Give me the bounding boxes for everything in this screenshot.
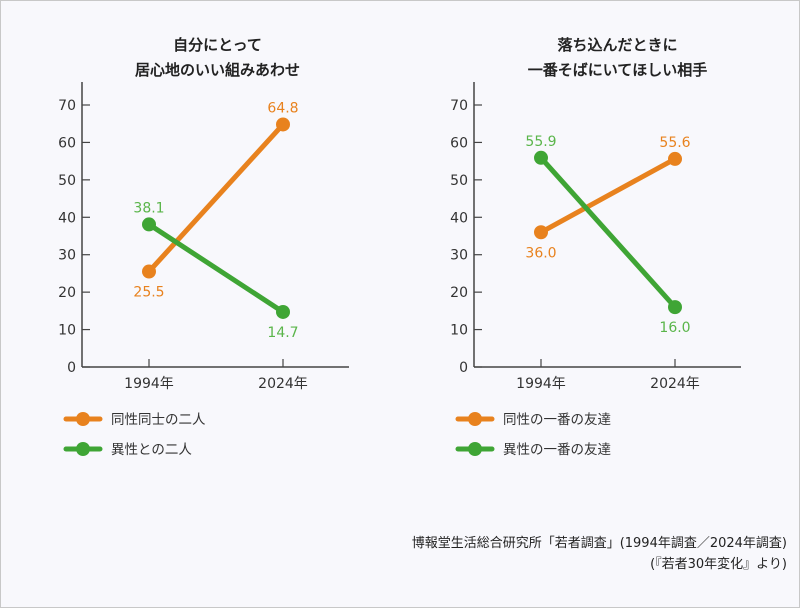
- legend-marker-green: [76, 442, 90, 456]
- data-point-orange: [276, 117, 290, 132]
- series-line-green: [146, 221, 286, 315]
- data-point-green: [276, 304, 290, 319]
- series-line-green: [538, 155, 678, 310]
- data-label: 25.5: [133, 285, 164, 301]
- x-tick-label: 2024年: [258, 376, 308, 392]
- source-line-1: 博報堂生活総合研究所「若者調査」(1994年調査／2024年調査): [411, 536, 787, 551]
- legend-label: 同性同士の二人: [111, 412, 206, 428]
- data-label: 55.6: [659, 135, 690, 151]
- data-point-orange: [668, 151, 682, 166]
- y-tick-label: 30: [58, 248, 76, 264]
- x-tick-label: 2024年: [650, 376, 700, 392]
- y-tick-label: 20: [450, 285, 468, 301]
- data-point-green: [668, 300, 682, 315]
- data-label: 16.0: [659, 320, 690, 336]
- data-point-orange: [534, 225, 548, 240]
- x-tick-label: 1994年: [516, 376, 566, 392]
- chart-title: 落ち込んだときに: [557, 36, 677, 54]
- chart-title: 一番そばにいてほしい相手: [528, 61, 708, 79]
- y-tick-label: 60: [450, 135, 468, 151]
- data-point-green: [142, 217, 156, 232]
- legend-marker-green: [468, 442, 482, 456]
- legend-label: 同性の一番の友達: [503, 412, 611, 428]
- source-line-2: (『若者30年変化』より): [650, 557, 787, 572]
- y-tick-label: 70: [450, 98, 468, 114]
- y-tick-label: 30: [450, 248, 468, 264]
- data-label: 38.1: [133, 200, 164, 216]
- y-tick-label: 10: [450, 323, 468, 339]
- y-tick-label: 40: [58, 210, 76, 226]
- y-tick-label: 0: [459, 360, 468, 376]
- chart-title: 居心地のいい組みあわせ: [135, 61, 300, 79]
- y-tick-label: 60: [58, 135, 76, 151]
- data-label: 36.0: [525, 245, 556, 261]
- data-point-green: [534, 150, 548, 165]
- y-tick-label: 10: [58, 323, 76, 339]
- data-label: 64.8: [267, 100, 298, 116]
- y-tick-label: 40: [450, 210, 468, 226]
- x-tick-label: 1994年: [124, 376, 174, 392]
- data-label: 55.9: [525, 134, 556, 150]
- legend-label: 異性との二人: [111, 442, 192, 458]
- legend-marker-orange: [76, 412, 90, 426]
- data-point-orange: [142, 264, 156, 279]
- chart-title: 自分にとって: [173, 36, 262, 54]
- series-line-orange: [538, 156, 678, 235]
- y-tick-label: 20: [58, 285, 76, 301]
- series-line-orange: [146, 121, 286, 275]
- legend-label: 異性の一番の友達: [503, 442, 611, 458]
- y-tick-label: 70: [58, 98, 76, 114]
- y-tick-label: 50: [450, 173, 468, 189]
- y-tick-label: 50: [58, 173, 76, 189]
- data-label: 14.7: [267, 325, 298, 341]
- legend-marker-orange: [468, 412, 482, 426]
- y-tick-label: 0: [67, 360, 76, 376]
